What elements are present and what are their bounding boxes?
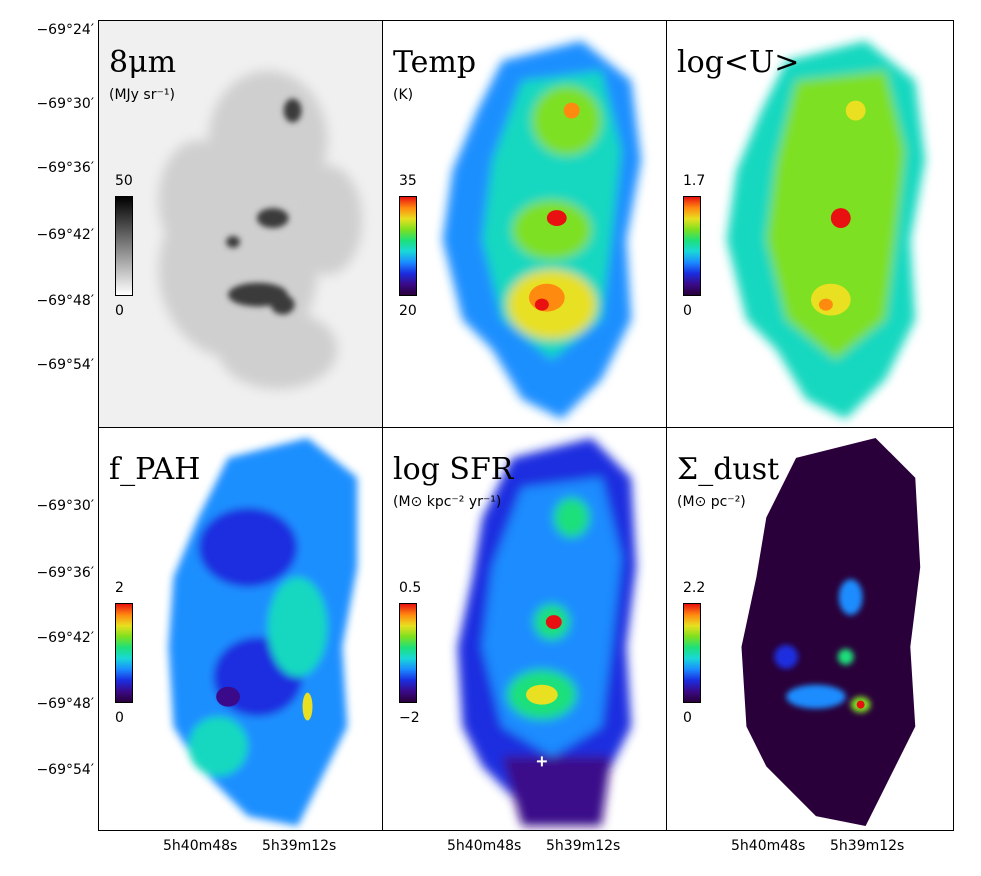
- panel-title: log SFR: [393, 452, 514, 487]
- x-tick-label: 5h39m12s: [546, 838, 621, 854]
- panel-8um: 8μm (MJy sr⁻¹) 50 0: [98, 20, 383, 428]
- panel-unit: (K): [393, 87, 414, 103]
- y-tick-label: −69°30′: [36, 96, 94, 112]
- map-8um-image: [99, 21, 382, 427]
- colorbar-max: 2: [115, 580, 124, 596]
- colorbar-gray: [115, 196, 133, 296]
- colorbar-min: 0: [683, 303, 692, 319]
- y-tick-label: −69°30′: [36, 498, 94, 514]
- colorbar-min: 0: [115, 710, 124, 726]
- panel-fpah: f_PAH 2 0: [98, 427, 383, 831]
- x-tick-label: 5h39m12s: [830, 838, 905, 854]
- panel-unit: (M⊙ kpc⁻² yr⁻¹): [393, 494, 502, 510]
- x-tick-label: 5h40m48s: [447, 838, 522, 854]
- panel-title: f_PAH: [109, 452, 201, 487]
- colorbar-rainbow: [115, 603, 133, 703]
- colorbar-rainbow: [683, 196, 701, 296]
- panel-title: log<U>: [677, 45, 800, 80]
- colorbar-max: 1.7: [683, 173, 706, 189]
- panel-unit: (M⊙ pc⁻²): [677, 494, 746, 510]
- y-tick-label: −69°24′: [36, 22, 94, 38]
- map-logSFR-image: [457, 437, 637, 827]
- colorbar-max: 2.2: [683, 580, 706, 596]
- panel-temp: Temp (K) 35 20: [382, 20, 667, 428]
- map-sigma-dust-image: [741, 437, 921, 827]
- map-temp-image: [442, 40, 642, 420]
- panel-logSFR: log SFR (M⊙ kpc⁻² yr⁻¹) 0.5 −2: [382, 427, 667, 831]
- x-tick-label: 5h40m48s: [731, 838, 806, 854]
- y-tick-label: −69°54′: [36, 762, 94, 778]
- y-tick-label: −69°36′: [36, 160, 94, 176]
- map-fpah-image: [168, 437, 358, 827]
- colorbar-max: 50: [115, 173, 133, 189]
- colorbar-min: 0: [115, 303, 124, 319]
- y-tick-label: −69°42′: [36, 630, 94, 646]
- colorbar-rainbow: [399, 196, 417, 296]
- colorbar-rainbow: [399, 603, 417, 703]
- panel-sigma-dust: Σ_dust (M⊙ pc⁻²) 2.2 0: [666, 427, 954, 831]
- colorbar-max: 0.5: [399, 580, 422, 596]
- y-tick-label: −69°36′: [36, 565, 94, 581]
- panel-title: Temp: [393, 45, 477, 80]
- map-logU-image: [726, 40, 926, 420]
- colorbar-min: −2: [399, 710, 420, 726]
- colorbar-min: 0: [683, 710, 692, 726]
- y-tick-label: −69°48′: [36, 293, 94, 309]
- y-tick-label: −69°48′: [36, 696, 94, 712]
- panel-title: 8μm: [109, 45, 177, 80]
- colorbar-min: 20: [399, 303, 417, 319]
- x-tick-label: 5h39m12s: [262, 838, 337, 854]
- panel-unit: (MJy sr⁻¹): [109, 87, 175, 103]
- panel-title: Σ_dust: [677, 452, 780, 487]
- y-tick-label: −69°54′: [36, 357, 94, 373]
- y-tick-label: −69°42′: [36, 227, 94, 243]
- colorbar-rainbow: [683, 603, 701, 703]
- panel-logU: log<U> 1.7 0: [666, 20, 954, 428]
- colorbar-max: 35: [399, 173, 417, 189]
- x-tick-label: 5h40m48s: [163, 838, 238, 854]
